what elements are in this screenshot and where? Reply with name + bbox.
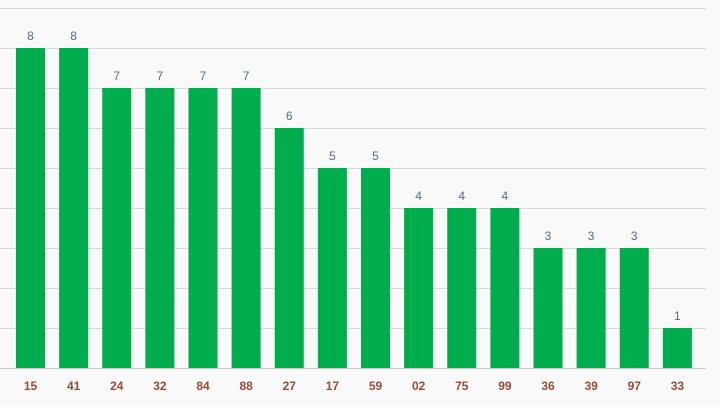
bar-99: [490, 208, 520, 368]
value-label-17: 5: [329, 149, 336, 163]
bar-84: [188, 88, 218, 368]
value-label-39: 3: [588, 229, 595, 243]
value-label-32: 7: [157, 69, 164, 83]
category-label-97: 97: [628, 379, 642, 393]
category-label-99: 99: [498, 379, 512, 393]
category-label-84: 84: [196, 379, 210, 393]
value-label-75: 4: [458, 189, 465, 203]
value-labels: 8 8 7 7 7 7 6 5 5 4 4 4 3 3 3 1: [27, 29, 681, 323]
value-label-59: 5: [372, 149, 379, 163]
category-label-15: 15: [24, 379, 38, 393]
value-label-02: 4: [415, 189, 422, 203]
bar-39: [576, 248, 606, 368]
bar-02: [404, 208, 434, 368]
value-label-24: 7: [113, 69, 120, 83]
bar-88: [231, 88, 261, 368]
bar-27: [274, 128, 304, 368]
value-label-99: 4: [502, 189, 509, 203]
category-label-36: 36: [541, 379, 555, 393]
bar-15: [16, 48, 45, 368]
bar-97: [619, 248, 649, 368]
bar-32: [145, 88, 175, 368]
bar-36: [533, 248, 563, 368]
category-label-17: 17: [326, 379, 340, 393]
value-label-41: 8: [70, 29, 77, 43]
bar-59: [361, 168, 390, 368]
category-label-32: 32: [153, 379, 167, 393]
category-label-88: 88: [239, 379, 253, 393]
bar-75: [447, 208, 477, 368]
category-labels: 15 41 24 32 84 88 27 17 59 02 75 99 36 39 97 33: [24, 379, 685, 393]
value-label-15: 8: [27, 29, 34, 43]
value-label-33: 1: [674, 309, 681, 323]
bar-24: [102, 88, 132, 368]
category-label-39: 39: [584, 379, 598, 393]
value-label-84: 7: [200, 69, 207, 83]
value-label-88: 7: [243, 69, 250, 83]
category-label-24: 24: [110, 379, 124, 393]
value-label-36: 3: [545, 229, 552, 243]
bars: [16, 48, 692, 368]
category-label-75: 75: [455, 379, 469, 393]
value-label-27: 6: [286, 109, 293, 123]
category-label-02: 02: [412, 379, 426, 393]
category-label-33: 33: [671, 379, 685, 393]
bar-41: [59, 48, 89, 368]
category-label-27: 27: [283, 379, 297, 393]
category-label-59: 59: [369, 379, 383, 393]
category-label-41: 41: [67, 379, 81, 393]
bar-33: [662, 328, 692, 368]
value-label-97: 3: [631, 229, 638, 243]
bar-17: [317, 168, 347, 368]
